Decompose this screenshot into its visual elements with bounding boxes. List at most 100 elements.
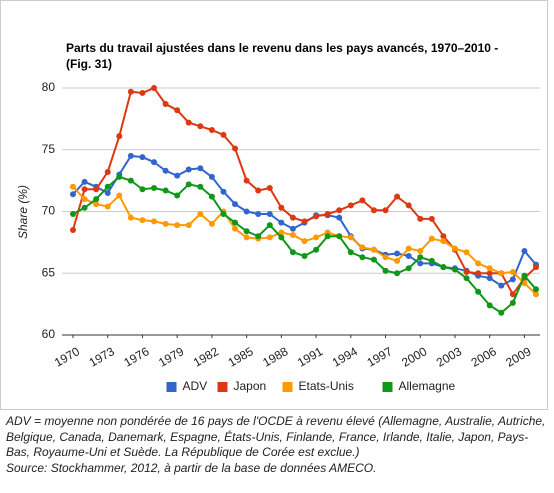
caption: ADV = moyenne non pondérée de 16 pays de… [6,414,546,476]
data-point [185,181,192,188]
data-point [220,210,227,217]
data-point [301,252,308,259]
x-tick-label: 1994 [330,344,360,370]
data-point [451,266,458,273]
data-point [81,196,88,203]
x-tick-label: 1982 [191,344,221,370]
data-point [208,126,215,133]
data-point [313,234,320,241]
chart-title: Parts du travail ajustées dans le revenu… [66,41,499,71]
data-point [509,299,516,306]
y-axis-label: Share (%) [16,185,30,239]
data-point [521,248,528,255]
data-point [278,234,285,241]
data-point [127,214,134,221]
legend-label: ADV [183,379,208,393]
data-point [162,220,169,227]
y-tick-label: 75 [42,142,56,156]
data-point [289,249,296,256]
data-point [278,204,285,211]
data-point [405,245,412,252]
data-point [370,256,377,263]
x-tick-label: 1997 [364,344,394,370]
series-line [72,175,537,315]
legend-label: Allemagne [399,379,456,393]
data-point [174,107,181,114]
data-point [127,88,134,95]
data-point [81,178,88,185]
data-point [417,215,424,222]
y-tick-label: 80 [42,80,56,94]
data-point [255,233,262,240]
data-point [428,235,435,242]
data-point [220,188,227,195]
data-point [289,231,296,238]
data-point [382,207,389,214]
data-point [208,173,215,180]
data-point [440,238,447,245]
data-point [405,252,412,259]
data-point [70,183,76,190]
data-point [463,275,470,282]
data-point [151,185,158,192]
data-point [498,309,505,316]
data-point [336,233,343,240]
data-point [127,152,134,159]
y-tick-label: 65 [42,265,56,279]
data-point [278,229,285,236]
data-point [243,228,250,235]
data-point [197,183,204,190]
data-point [463,249,470,256]
data-point [139,154,146,161]
x-tick-label: 1985 [226,344,256,370]
data-point [313,213,320,220]
data-point [116,192,123,199]
x-tick-label: 1979 [156,344,186,370]
data-point [185,166,192,173]
data-point [440,264,447,271]
data-point [162,167,169,174]
chart-frame [0,0,548,410]
data-point [289,225,296,232]
data-point [116,173,123,180]
data-point [81,186,88,193]
data-point [70,227,76,234]
data-point [162,187,169,194]
data-point [475,260,482,267]
data-point [417,254,424,261]
legend-label: Japon [234,379,267,393]
data-point [151,218,158,225]
x-tick-label: 2006 [469,344,499,370]
data-point [197,165,204,172]
data-point [104,168,111,175]
data-point [232,225,239,232]
x-tick-label: 1970 [52,344,82,370]
data-point [336,214,343,221]
data-point [347,202,354,209]
data-point [428,215,435,222]
data-point [266,222,273,229]
data-point [405,265,412,272]
data-point [93,186,100,193]
x-tick-label: 2000 [399,344,429,370]
data-point [428,257,435,264]
data-point [104,203,111,210]
data-point [359,197,366,204]
data-point [232,145,239,152]
data-point [347,249,354,256]
data-point [185,222,192,229]
data-point [81,204,88,211]
data-point [509,276,516,283]
data-point [486,302,493,309]
data-point [185,119,192,126]
x-tick-label: 1988 [260,344,290,370]
legend-label: Etats-Unis [299,379,354,393]
y-tick-label: 70 [42,204,56,218]
data-point [533,291,539,298]
x-tick-label: 2009 [503,344,533,370]
data-point [266,185,273,192]
data-point [370,207,377,214]
data-point [440,233,447,240]
data-point [359,244,366,251]
